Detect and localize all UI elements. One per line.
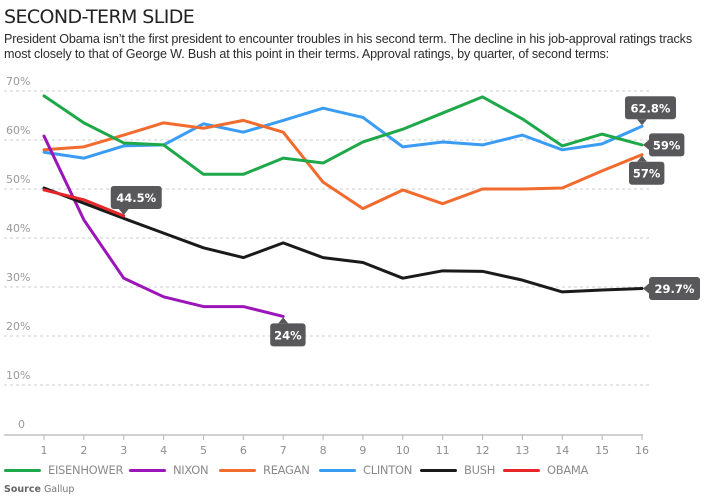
callout-box bbox=[270, 323, 306, 347]
callout-pointer bbox=[643, 283, 649, 294]
source-value: Gallup bbox=[43, 484, 75, 495]
legend-swatch bbox=[319, 468, 356, 472]
data-label: 24% bbox=[274, 328, 302, 342]
legend-swatch bbox=[4, 468, 41, 472]
y-tick-label: 30% bbox=[6, 271, 30, 284]
data-label: 44.5% bbox=[116, 191, 156, 205]
legend-item-reagan: REAGAN bbox=[219, 462, 310, 478]
y-tick-label: 40% bbox=[6, 222, 30, 235]
y-tick-label: 0 bbox=[18, 418, 25, 431]
callout-box bbox=[649, 276, 700, 300]
legend: EISENHOWER NIXON REAGAN CLINTON BUSH OBAMA bbox=[0, 462, 709, 478]
series-line-reagan bbox=[42, 118, 644, 211]
source-note: Source Gallup bbox=[4, 484, 74, 495]
x-tick-label: 9 bbox=[359, 444, 366, 457]
x-tick-label: 11 bbox=[436, 444, 450, 457]
legend-item-obama: OBAMA bbox=[503, 462, 588, 478]
chart-title: SECOND-TERM SLIDE bbox=[4, 6, 195, 28]
y-tick-label: 70% bbox=[6, 75, 30, 88]
x-tick-label: 4 bbox=[160, 444, 167, 457]
x-tick-label: 1 bbox=[41, 444, 48, 457]
legend-item-nixon: NIXON bbox=[129, 462, 209, 478]
x-tick-label: 15 bbox=[595, 444, 609, 457]
legend-swatch bbox=[420, 468, 457, 472]
legend-item-bush: BUSH bbox=[420, 462, 495, 478]
legend-swatch bbox=[503, 468, 540, 472]
y-tick-label: 20% bbox=[6, 320, 30, 333]
data-label: 57% bbox=[633, 167, 661, 181]
legend-label: CLINTON bbox=[363, 463, 413, 477]
x-tick-label: 12 bbox=[476, 444, 490, 457]
x-tick-label: 6 bbox=[240, 444, 247, 457]
callout-bush: 29.7% bbox=[643, 276, 700, 300]
x-tick-label: 3 bbox=[120, 444, 127, 457]
x-tick-label: 10 bbox=[396, 444, 410, 457]
data-label: 59% bbox=[653, 138, 681, 152]
callout-pointer bbox=[637, 155, 647, 162]
legend-label: OBAMA bbox=[547, 463, 589, 477]
callout-box bbox=[649, 133, 685, 157]
data-label: 62.8% bbox=[631, 101, 671, 115]
callout-pointer bbox=[278, 317, 289, 324]
x-tick-label: 16 bbox=[635, 444, 649, 457]
legend-swatch bbox=[219, 468, 256, 472]
legend-label: BUSH bbox=[464, 463, 496, 477]
source-label: Source bbox=[4, 484, 41, 495]
y-axis-ticks: 0 10% 20% 30% 40% 50% 60% 70% bbox=[6, 75, 30, 431]
x-tick-label: 14 bbox=[555, 444, 569, 457]
callout-eisenhower: 59% bbox=[643, 133, 685, 157]
grid-lines bbox=[4, 90, 650, 386]
x-axis: 1 2 3 4 5 6 7 8 9 10 11 12 13 14 15 16 bbox=[4, 434, 649, 457]
series-line-bush bbox=[42, 186, 644, 294]
callout-nixon: 24% bbox=[270, 317, 306, 347]
callout-reagan: 57% bbox=[629, 155, 665, 185]
x-tick-label: 5 bbox=[200, 444, 207, 457]
y-tick-label: 60% bbox=[6, 124, 30, 137]
callout-clinton: 62.8% bbox=[625, 96, 676, 126]
series-line-obama bbox=[42, 188, 126, 218]
data-label: 29.7% bbox=[655, 282, 695, 296]
legend-item-eisenhower: EISENHOWER bbox=[4, 462, 123, 478]
callout-pointer bbox=[637, 119, 647, 126]
x-tick-label: 2 bbox=[80, 444, 87, 457]
callout-obama: 44.5% bbox=[110, 185, 162, 215]
callout-box bbox=[629, 161, 665, 185]
legend-label: NIXON bbox=[173, 463, 209, 477]
callout-pointer bbox=[643, 139, 649, 150]
series-lines bbox=[42, 94, 644, 318]
legend-swatch bbox=[129, 468, 166, 472]
chart-subtitle: President Obama isn’t the first presiden… bbox=[4, 32, 692, 61]
x-tick-label: 8 bbox=[320, 444, 327, 457]
legend-label: EISENHOWER bbox=[48, 463, 124, 477]
y-tick-label: 50% bbox=[6, 173, 30, 186]
legend-label: REAGAN bbox=[263, 463, 310, 477]
callouts: 44.5% 24% 62.8% 59% 57% 29.7% bbox=[110, 96, 700, 347]
callout-box bbox=[625, 96, 676, 120]
series-line-nixon bbox=[42, 134, 285, 318]
series-line-eisenhower bbox=[42, 94, 644, 176]
y-tick-label: 10% bbox=[6, 369, 30, 382]
x-tick-label: 13 bbox=[515, 444, 529, 457]
legend-item-clinton: CLINTON bbox=[319, 462, 412, 478]
x-tick-label: 7 bbox=[280, 444, 287, 457]
callout-pointer bbox=[118, 208, 129, 215]
callout-box bbox=[110, 185, 162, 209]
